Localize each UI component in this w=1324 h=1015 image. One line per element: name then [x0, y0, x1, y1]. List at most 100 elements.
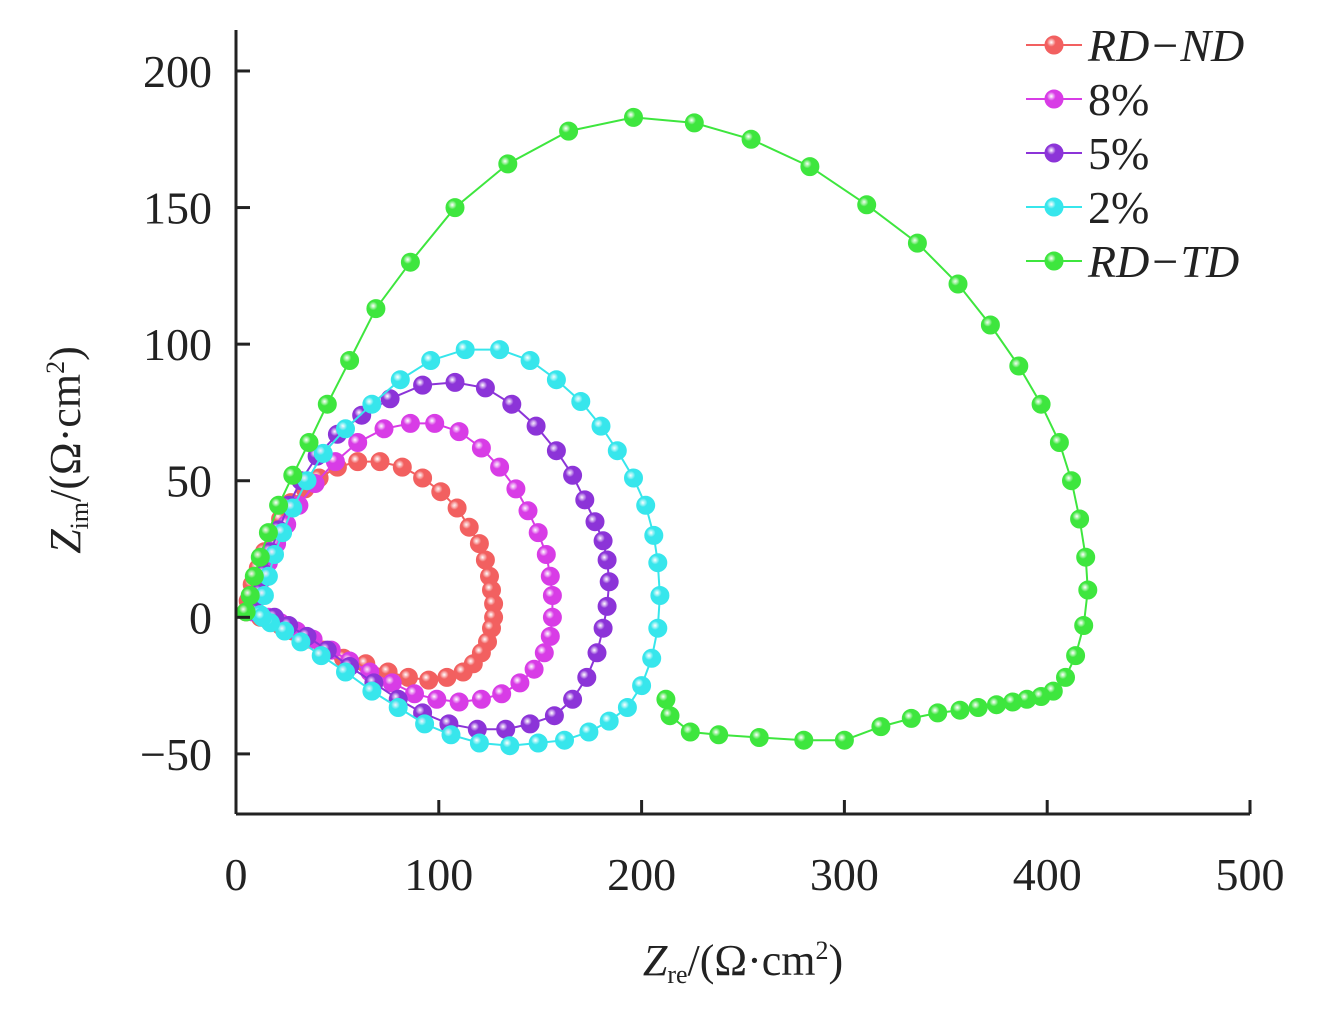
legend: RD−ND8%5%2%RD−TD — [1026, 20, 1244, 287]
data-point-8-14 — [471, 438, 491, 458]
data-point-2-12 — [455, 340, 475, 360]
legend-marker-rd-nd — [1044, 35, 1064, 55]
data-point-rd-td-39 — [950, 700, 970, 720]
data-point-rd-nd-19 — [475, 550, 495, 570]
data-point-2-13 — [490, 340, 510, 360]
legend-label-rd-td: RD−TD — [1087, 236, 1239, 287]
data-point-8-32 — [382, 673, 402, 693]
legend-label-8: 8% — [1088, 74, 1149, 125]
data-point-8-12 — [425, 413, 445, 433]
data-point-rd-td-49 — [656, 689, 676, 709]
data-point-5-25 — [587, 643, 607, 663]
data-point-2-15 — [546, 370, 566, 390]
legend-label-5: 5% — [1088, 128, 1149, 179]
data-point-5-22 — [599, 572, 619, 592]
data-point-2-24 — [648, 618, 668, 638]
data-point-8-27 — [492, 684, 512, 704]
data-point-2-14 — [520, 351, 540, 370]
data-point-rd-td-38 — [968, 698, 988, 717]
data-point-2-19 — [624, 468, 643, 488]
data-point-rd-td-23 — [1009, 356, 1029, 376]
data-point-8-11 — [400, 413, 420, 433]
y-tick-label-200: 200 — [143, 46, 212, 97]
data-point-2-43 — [252, 607, 272, 627]
data-point-rd-td-8 — [317, 394, 337, 414]
data-point-2-8 — [336, 419, 355, 439]
data-point-5-30 — [496, 719, 516, 739]
data-point-rd-td-29 — [1078, 580, 1098, 600]
data-point-5-11 — [413, 375, 433, 395]
data-point-2-10 — [390, 370, 410, 390]
data-point-2-28 — [599, 711, 619, 731]
data-point-2-18 — [607, 441, 627, 461]
data-point-rd-td-14 — [559, 121, 579, 141]
data-point-rd-nd-12 — [370, 452, 390, 472]
data-point-rd-td-25 — [1049, 433, 1069, 452]
data-point-5-29 — [520, 714, 540, 734]
data-point-rd-td-22 — [980, 315, 1000, 335]
legend-marker-5 — [1044, 143, 1064, 163]
data-point-8-17 — [518, 501, 538, 521]
legend-entry-5: 5% — [1026, 128, 1149, 179]
data-point-2-38 — [336, 662, 355, 682]
data-point-8-21 — [542, 586, 562, 605]
data-point-2-37 — [362, 681, 382, 701]
data-point-2-9 — [362, 394, 382, 414]
data-point-8-30 — [427, 689, 447, 709]
data-point-rd-td-4 — [258, 523, 278, 543]
series-2 — [250, 340, 670, 756]
data-point-rd-nd-11 — [348, 452, 368, 472]
data-point-5-28 — [544, 706, 564, 726]
legend-marker-2 — [1044, 197, 1064, 217]
series-layer — [236, 107, 1098, 756]
y-axis-label: Zim/(Ω·cm2) — [41, 346, 94, 554]
data-point-2-25 — [642, 648, 662, 668]
data-point-2-27 — [617, 698, 637, 717]
legend-entry-8: 8% — [1026, 74, 1149, 125]
data-point-rd-td-2 — [244, 566, 264, 586]
x-tick-label-300: 300 — [810, 849, 879, 900]
data-point-5-14 — [502, 394, 522, 414]
data-point-rd-td-10 — [366, 299, 386, 319]
data-point-8-29 — [449, 692, 469, 712]
data-point-rd-nd-16 — [447, 498, 467, 518]
data-point-5-16 — [546, 441, 566, 461]
data-point-rd-td-37 — [987, 695, 1006, 715]
data-point-rd-td-42 — [871, 717, 891, 737]
data-point-2-33 — [469, 733, 489, 753]
data-point-rd-td-6 — [283, 465, 303, 485]
data-point-5-23 — [597, 596, 617, 616]
data-point-rd-td-28 — [1076, 547, 1096, 567]
data-point-8-15 — [490, 457, 510, 477]
legend-entry-2: 2% — [1026, 182, 1149, 233]
data-point-rd-td-31 — [1066, 646, 1086, 666]
data-point-8-9 — [348, 433, 368, 452]
data-point-rd-td-17 — [741, 129, 761, 149]
data-point-2-20 — [636, 495, 656, 515]
x-tick-label-100: 100 — [404, 849, 473, 900]
data-point-2-26 — [632, 676, 652, 696]
data-point-5-27 — [563, 689, 583, 709]
data-point-2-30 — [555, 730, 574, 750]
data-point-rd-td-9 — [340, 351, 360, 370]
data-point-2-22 — [648, 553, 668, 573]
data-point-2-17 — [591, 416, 611, 436]
data-point-8-25 — [524, 659, 544, 679]
data-point-rd-td-11 — [400, 252, 420, 272]
legend-label-rd-nd: RD−ND — [1087, 20, 1244, 71]
y-tick-label-150: 150 — [143, 183, 212, 234]
x-axis-label: Zre/(Ω·cm2) — [643, 936, 843, 989]
data-point-rd-td-48 — [660, 706, 680, 726]
y-tick-label--50: −50 — [140, 729, 212, 780]
data-point-rd-nd-18 — [469, 534, 489, 554]
data-point-rd-nd-13 — [392, 457, 412, 477]
legend-label-2: 2% — [1088, 182, 1149, 233]
data-point-8-22 — [542, 607, 562, 627]
data-point-8-20 — [540, 566, 560, 586]
data-point-2-11 — [421, 351, 441, 370]
data-point-rd-td-40 — [928, 703, 948, 723]
data-point-rd-td-13 — [498, 154, 518, 174]
x-tick-label-400: 400 — [1013, 849, 1082, 900]
